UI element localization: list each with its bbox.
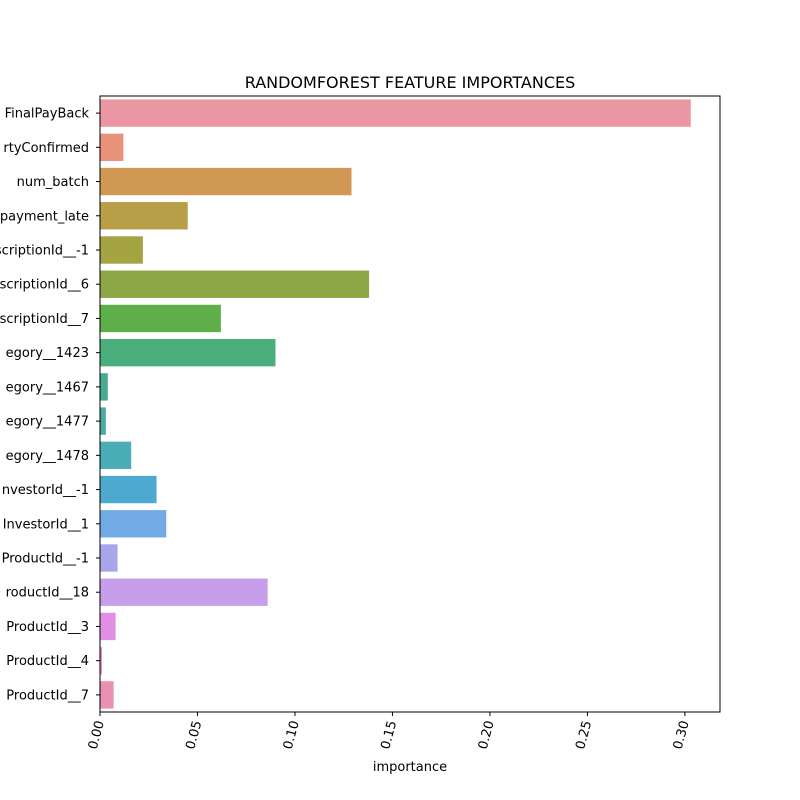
- y-axis-ticks: FinalPayBack rtyConfirmed num_batchpayment…: [0, 107, 100, 703]
- x-tick-label: 0.20: [476, 719, 498, 751]
- y-tick-label: egory__1477: [6, 415, 89, 430]
- bar-egory-1477: [100, 407, 106, 435]
- y-tick-label: scriptionId__7: [0, 312, 89, 327]
- y-tick-label: ProductId__3: [6, 620, 89, 635]
- bar-investorid-1: [100, 510, 167, 538]
- bar-rtyconfirmed: [100, 133, 124, 162]
- bar-productid-7: [100, 681, 114, 709]
- x-axis-label: importance: [373, 760, 447, 775]
- bar-productid-3: [100, 612, 116, 641]
- y-tick-label: payment_late: [0, 209, 89, 224]
- x-tick-label: 0.25: [573, 719, 595, 751]
- bar-scriptionid-7: [100, 304, 221, 333]
- plot-frame: [99, 95, 721, 713]
- y-tick-label: InvestorId__1: [3, 517, 89, 532]
- y-tick-label: num_batch: [17, 175, 89, 190]
- x-tick-label: 0.15: [378, 719, 400, 751]
- x-tick-label: 0.30: [671, 719, 693, 751]
- bar-payment-late: [100, 202, 188, 230]
- y-tick-label: egory__1467: [6, 380, 89, 395]
- bar-finalpayback: [100, 99, 691, 127]
- bar-egory-1423: [100, 338, 276, 367]
- y-tick-label: roductId__18: [6, 586, 89, 601]
- bars-layer: [100, 99, 691, 709]
- bar-productid-4: [100, 646, 102, 675]
- x-tick-label: 0.00: [86, 719, 108, 751]
- bar-nvestorid-1: [100, 475, 157, 504]
- x-tick-label: 0.10: [281, 719, 303, 751]
- bar-egory-1467: [100, 373, 108, 401]
- y-tick-label: egory__1478: [6, 449, 89, 464]
- bar-productid-1: [100, 544, 118, 572]
- y-tick-label: scriptionId__-1: [0, 244, 89, 259]
- y-tick-label: egory__1423: [6, 346, 89, 361]
- y-tick-label: scriptionId__6: [0, 278, 89, 293]
- bar-roductid-18: [100, 578, 268, 606]
- bar-scriptionid-6: [100, 270, 370, 298]
- y-tick-label: rtyConfirmed: [3, 141, 89, 156]
- y-tick-label: ProductId__4: [6, 654, 89, 669]
- y-tick-label: ProductId__-1: [2, 552, 89, 567]
- x-axis-ticks: 0.00 0.05 0.10 0.15 0.20 0.25 0.30: [86, 712, 693, 751]
- y-tick-label: FinalPayBack: [5, 107, 90, 122]
- bar-egory-1478: [100, 441, 132, 470]
- bar-scriptionid-1: [100, 236, 143, 264]
- y-tick-label: nvestorId__-1: [2, 483, 89, 498]
- y-tick-label: ProductId__7: [6, 688, 89, 703]
- bar-num-batch: [100, 167, 352, 196]
- x-tick-label: 0.05: [183, 719, 205, 751]
- chart-title: RANDOMFOREST FEATURE IMPORTANCES: [245, 73, 576, 92]
